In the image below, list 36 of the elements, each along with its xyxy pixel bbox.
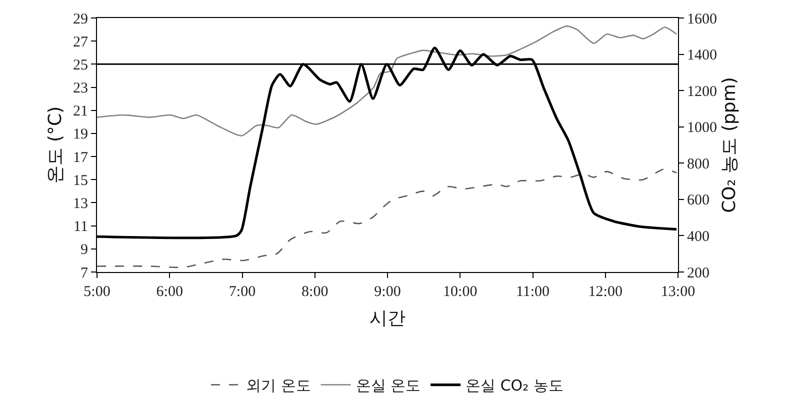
x-tick-label: 6:00 [156,284,183,300]
y-tick-label: 27 [73,34,88,50]
x-tick-label: 12:00 [588,284,622,300]
y-tick-label: 29 [73,11,88,28]
y2-tick-label: 1400 [687,48,717,64]
y-tick-label: 7 [80,265,88,282]
y-tick-label: 9 [80,242,88,258]
y2-tick-label: 1200 [687,84,717,100]
y-tick-label: 19 [73,126,88,143]
y-tick-label: 15 [73,172,88,189]
x-tick-label: 11:00 [516,284,550,300]
x-tick-label: 8:00 [302,284,328,300]
y-tick-label: 11 [74,219,88,236]
y-tick-label: 17 [73,150,88,166]
y2-tick-label: 1000 [687,120,717,136]
y2-tick-label: 1600 [687,11,717,28]
y2-axis-title: CO₂ 농도 (ppm) [719,77,740,213]
y-tick-label: 13 [73,196,88,212]
x-tick-label: 10:00 [443,284,478,300]
x-tick-label: 7:00 [228,284,256,300]
x-tick-label: 5:00 [84,284,110,300]
legend-label: 외기 온도 [246,376,311,395]
y-axis-title: 온도 (°C) [45,106,66,184]
line-series [97,168,678,268]
y-tick-label: 21 [73,104,88,120]
y-tick-label: 23 [73,80,88,97]
y2-tick-label: 400 [687,228,710,245]
legend-label: 온실 온도 [356,376,421,395]
x-axis-title: 시간 [370,308,406,330]
x-tick-label: 9:00 [374,284,401,300]
x-tick-label: 13:00 [660,284,696,300]
y2-tick-label: 800 [687,156,710,172]
legend-label: 온실 CO₂ 농도 [466,376,564,395]
y2-tick-label: 200 [687,265,710,282]
y2-tick-label: 600 [687,192,710,209]
y-tick-label: 25 [73,57,88,74]
